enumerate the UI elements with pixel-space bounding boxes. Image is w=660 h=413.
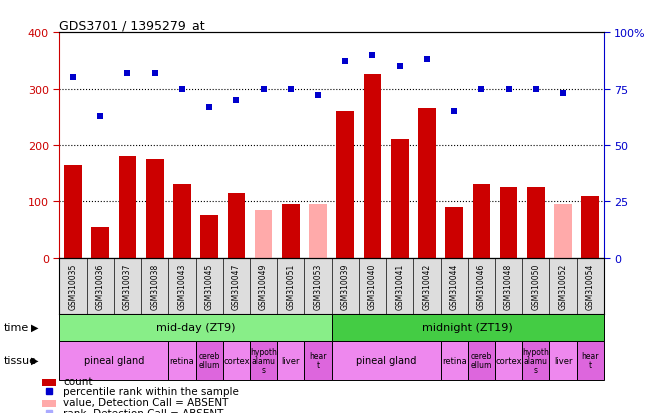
Bar [391, 140, 409, 258]
Text: cortex: cortex [223, 356, 249, 365]
Bar [223, 341, 250, 380]
Text: GSM310045: GSM310045 [205, 263, 214, 309]
Text: GDS3701 / 1395279_at: GDS3701 / 1395279_at [59, 19, 205, 32]
Text: cereb
ellum: cereb ellum [471, 351, 492, 369]
Text: hypoth
alamu
s: hypoth alamu s [250, 347, 277, 374]
Bar [577, 341, 604, 380]
Text: rank, Detection Call = ABSENT: rank, Detection Call = ABSENT [63, 408, 224, 413]
Text: GSM310036: GSM310036 [96, 263, 105, 309]
Text: value, Detection Call = ABSENT: value, Detection Call = ABSENT [63, 397, 228, 407]
Bar [331, 341, 441, 380]
Text: count: count [63, 376, 92, 386]
Text: GSM310043: GSM310043 [178, 263, 186, 309]
Text: ▶: ▶ [30, 355, 38, 366]
Text: GSM310044: GSM310044 [449, 263, 459, 309]
Bar [168, 341, 195, 380]
Text: hypoth
alamu
s: hypoth alamu s [523, 347, 549, 374]
Text: cereb
ellum: cereb ellum [199, 351, 220, 369]
Bar [418, 109, 436, 258]
Text: retina: retina [442, 356, 467, 365]
Bar [200, 216, 218, 258]
Bar [250, 341, 277, 380]
Bar [549, 341, 577, 380]
Text: GSM310050: GSM310050 [531, 263, 541, 309]
Bar [59, 341, 168, 380]
Text: tissue: tissue [3, 355, 36, 366]
Text: ▶: ▶ [30, 322, 38, 332]
Bar [277, 341, 304, 380]
Bar [468, 341, 495, 380]
Bar [228, 193, 246, 258]
Text: GSM310049: GSM310049 [259, 263, 268, 309]
Bar [446, 207, 463, 258]
Text: liver: liver [554, 356, 572, 365]
Bar [59, 314, 331, 341]
Bar [119, 157, 137, 258]
Bar [337, 112, 354, 258]
Bar [282, 205, 300, 258]
Bar [64, 165, 82, 258]
Bar [42, 379, 56, 386]
Text: GSM310035: GSM310035 [69, 263, 77, 309]
Text: GSM310052: GSM310052 [558, 263, 568, 309]
Text: GSM310041: GSM310041 [395, 263, 404, 309]
Text: GSM310046: GSM310046 [477, 263, 486, 309]
Text: time: time [3, 322, 28, 332]
Text: midnight (ZT19): midnight (ZT19) [422, 322, 513, 332]
Text: GSM310040: GSM310040 [368, 263, 377, 309]
Text: GSM310053: GSM310053 [314, 263, 323, 309]
Text: pineal gland: pineal gland [356, 355, 416, 366]
Text: GSM310038: GSM310038 [150, 263, 159, 309]
Bar [527, 188, 544, 258]
Text: GSM310047: GSM310047 [232, 263, 241, 309]
Text: hear
t: hear t [310, 351, 327, 369]
Bar [42, 400, 56, 407]
Text: retina: retina [170, 356, 194, 365]
Bar [146, 160, 164, 258]
Text: GSM310037: GSM310037 [123, 263, 132, 309]
Text: GSM310048: GSM310048 [504, 263, 513, 309]
Text: mid-day (ZT9): mid-day (ZT9) [156, 322, 235, 332]
Bar [331, 314, 604, 341]
Text: percentile rank within the sample: percentile rank within the sample [63, 387, 239, 396]
Bar [441, 341, 468, 380]
Text: GSM310042: GSM310042 [422, 263, 432, 309]
Bar [195, 341, 223, 380]
Text: liver: liver [282, 356, 300, 365]
Bar [304, 341, 332, 380]
Bar [554, 205, 572, 258]
Bar [255, 210, 273, 258]
Text: GSM310054: GSM310054 [586, 263, 595, 309]
Text: GSM310039: GSM310039 [341, 263, 350, 309]
Bar [364, 75, 381, 258]
Bar [581, 196, 599, 258]
Bar [495, 341, 522, 380]
Bar [173, 185, 191, 258]
Text: hear
t: hear t [581, 351, 599, 369]
Bar [522, 341, 549, 380]
Text: GSM310051: GSM310051 [286, 263, 295, 309]
Bar [500, 188, 517, 258]
Text: cortex: cortex [495, 356, 522, 365]
Bar [91, 227, 109, 258]
Text: pineal gland: pineal gland [84, 355, 144, 366]
Bar [309, 205, 327, 258]
Bar [473, 185, 490, 258]
